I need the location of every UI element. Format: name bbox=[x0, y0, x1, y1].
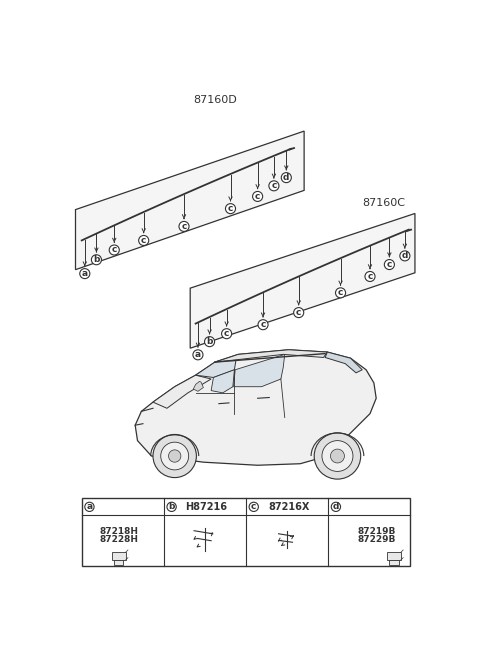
Text: c: c bbox=[271, 181, 276, 190]
Polygon shape bbox=[215, 350, 327, 362]
Text: d: d bbox=[402, 251, 408, 260]
Text: b: b bbox=[206, 337, 213, 346]
Text: c: c bbox=[181, 222, 187, 231]
Circle shape bbox=[252, 192, 263, 201]
Text: d: d bbox=[283, 173, 289, 182]
Polygon shape bbox=[234, 354, 285, 387]
Circle shape bbox=[226, 203, 236, 214]
Text: a: a bbox=[195, 350, 201, 359]
Circle shape bbox=[365, 272, 375, 281]
Polygon shape bbox=[325, 352, 362, 373]
Text: d: d bbox=[333, 502, 339, 511]
Text: c: c bbox=[141, 236, 146, 245]
Circle shape bbox=[161, 442, 189, 470]
Circle shape bbox=[336, 288, 346, 298]
Circle shape bbox=[384, 260, 395, 270]
Circle shape bbox=[168, 450, 181, 462]
Polygon shape bbox=[193, 381, 204, 392]
Circle shape bbox=[179, 222, 189, 232]
Polygon shape bbox=[190, 213, 415, 348]
Bar bbox=[82, 499, 410, 566]
Text: 87160C: 87160C bbox=[362, 199, 405, 209]
Circle shape bbox=[85, 502, 94, 512]
Circle shape bbox=[109, 245, 120, 255]
Text: c: c bbox=[224, 329, 229, 338]
Text: 87228H: 87228H bbox=[99, 535, 138, 544]
Polygon shape bbox=[196, 356, 237, 377]
Polygon shape bbox=[211, 370, 234, 393]
Circle shape bbox=[139, 236, 149, 245]
Text: 87219B: 87219B bbox=[358, 527, 396, 536]
Text: c: c bbox=[111, 245, 117, 255]
Circle shape bbox=[258, 319, 268, 330]
Circle shape bbox=[222, 329, 232, 338]
Circle shape bbox=[322, 441, 353, 472]
Text: c: c bbox=[255, 192, 260, 201]
Circle shape bbox=[281, 173, 291, 182]
Text: 87216X: 87216X bbox=[268, 502, 309, 512]
Bar bbox=[389, 560, 398, 565]
Circle shape bbox=[167, 502, 176, 512]
Circle shape bbox=[294, 308, 304, 318]
Circle shape bbox=[153, 434, 196, 478]
Text: c: c bbox=[296, 308, 301, 317]
Text: 87218H: 87218H bbox=[99, 527, 138, 536]
Circle shape bbox=[80, 268, 90, 279]
Text: c: c bbox=[367, 272, 372, 281]
Bar bbox=[387, 552, 401, 560]
Text: c: c bbox=[338, 289, 343, 297]
Circle shape bbox=[204, 337, 215, 346]
Text: c: c bbox=[251, 502, 256, 511]
Circle shape bbox=[269, 181, 279, 191]
Text: c: c bbox=[260, 320, 266, 329]
Bar bbox=[112, 552, 126, 560]
Circle shape bbox=[91, 255, 101, 265]
Circle shape bbox=[331, 502, 340, 512]
Text: 87160D: 87160D bbox=[193, 95, 237, 105]
Text: c: c bbox=[228, 204, 233, 213]
Text: a: a bbox=[86, 502, 93, 511]
Text: b: b bbox=[168, 502, 175, 511]
Text: a: a bbox=[82, 269, 88, 278]
Circle shape bbox=[314, 433, 360, 479]
Bar bbox=[114, 560, 123, 565]
Text: H87216: H87216 bbox=[185, 502, 228, 512]
Circle shape bbox=[330, 449, 345, 463]
Polygon shape bbox=[153, 375, 211, 408]
Text: c: c bbox=[387, 260, 392, 269]
Polygon shape bbox=[75, 131, 304, 270]
Polygon shape bbox=[135, 350, 376, 465]
Circle shape bbox=[249, 502, 258, 512]
Circle shape bbox=[400, 251, 410, 261]
Text: b: b bbox=[93, 255, 100, 264]
Text: 87229B: 87229B bbox=[358, 535, 396, 544]
Circle shape bbox=[193, 350, 203, 360]
